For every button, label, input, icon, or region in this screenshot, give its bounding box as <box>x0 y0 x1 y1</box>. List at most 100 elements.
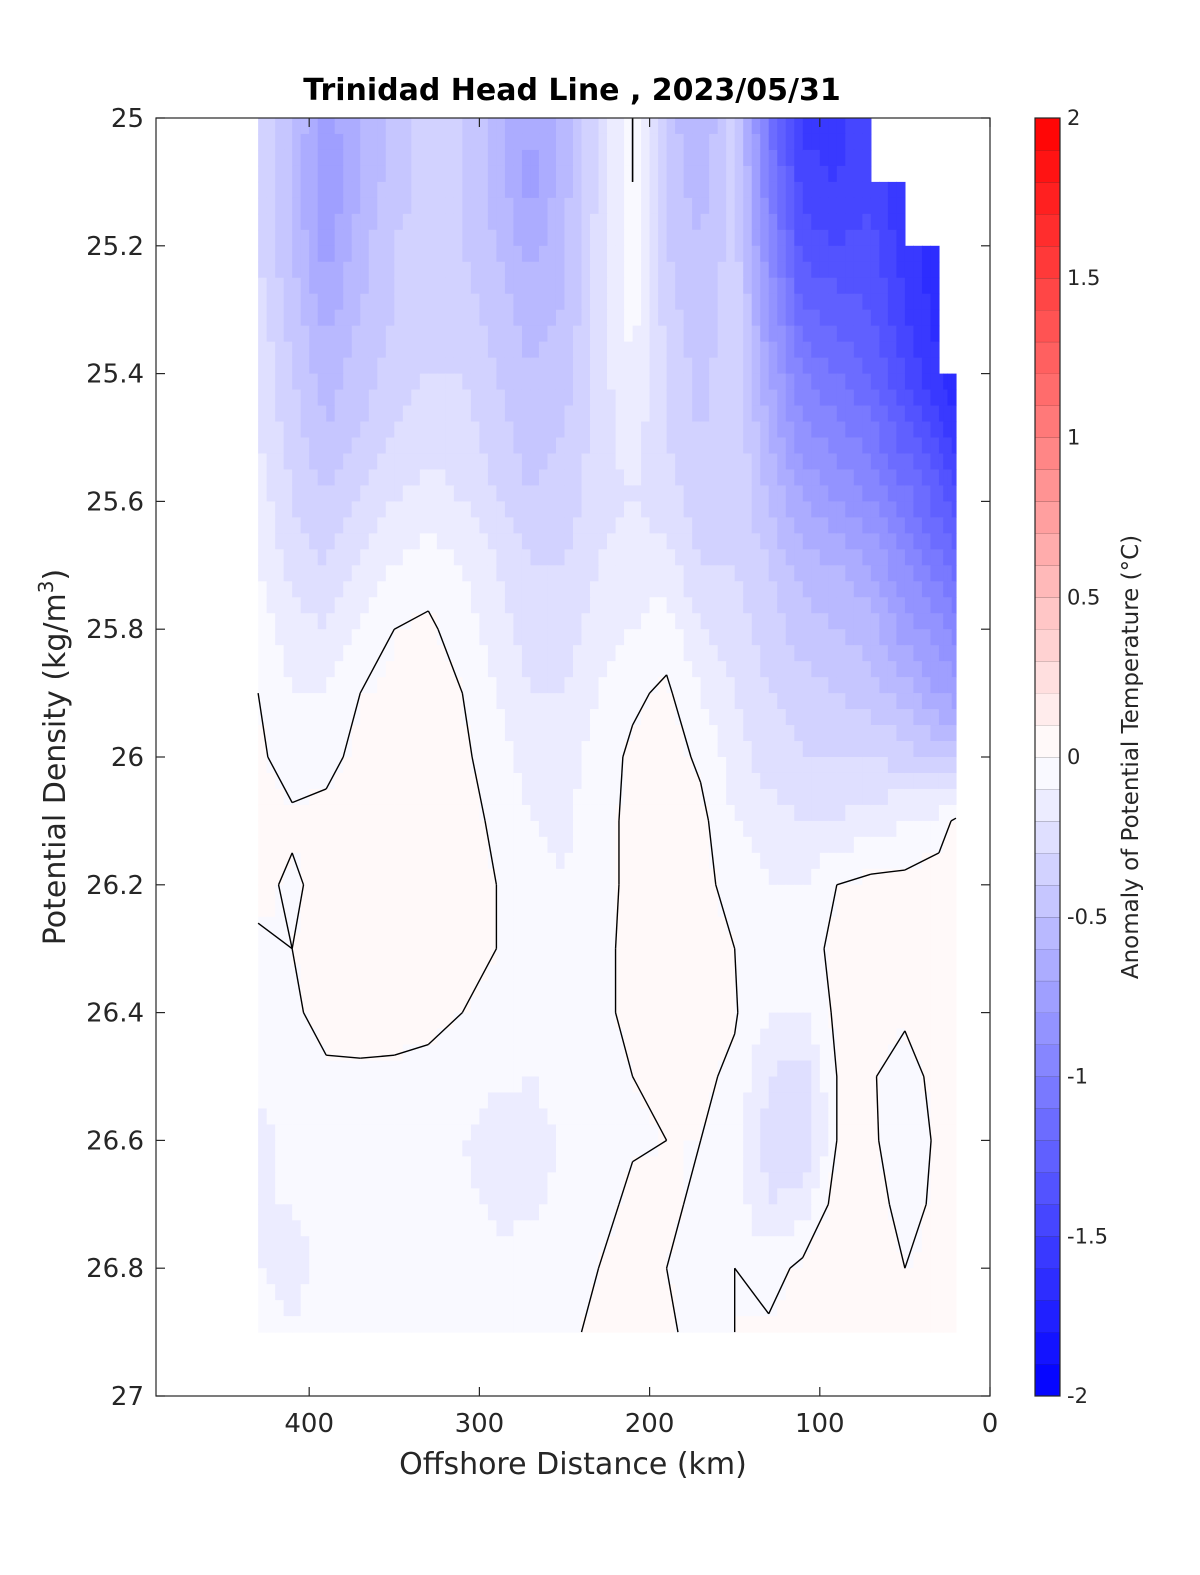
field-cell <box>913 597 923 614</box>
field-cell <box>360 629 370 646</box>
field-cell <box>590 325 600 343</box>
field-cell <box>573 964 583 982</box>
field-cell <box>904 405 915 423</box>
field-cell <box>717 501 727 518</box>
field-cell <box>726 852 736 870</box>
field-cell <box>334 725 344 742</box>
field-cell <box>768 149 778 167</box>
field-cell <box>428 948 438 966</box>
field-cell <box>879 741 889 758</box>
field-cell <box>402 149 412 167</box>
field-cell <box>870 900 880 918</box>
field-cell <box>828 932 838 950</box>
field-cell <box>521 485 532 502</box>
field-cell <box>573 341 583 359</box>
field-cell <box>887 884 897 902</box>
field-cell <box>598 453 608 471</box>
field-cell <box>258 549 268 566</box>
field-cell <box>419 820 429 838</box>
field-cell <box>734 357 744 375</box>
field-cell <box>649 373 659 391</box>
field-cell <box>666 804 676 822</box>
field-cell <box>683 820 693 838</box>
field-cell <box>811 725 821 742</box>
field-cell <box>751 277 761 295</box>
field-cell <box>951 1060 957 1078</box>
field-cell <box>913 1012 923 1030</box>
field-cell <box>470 932 480 950</box>
field-cell <box>777 948 787 966</box>
field-cell <box>385 501 395 518</box>
field-cell <box>675 677 685 694</box>
field-cell <box>700 709 710 726</box>
field-cell <box>951 900 957 918</box>
field-cell <box>334 437 344 455</box>
field-cell <box>734 581 744 598</box>
field-cell <box>581 437 591 455</box>
field-cell <box>794 405 804 423</box>
field-cell <box>811 597 821 614</box>
field-cell <box>921 485 932 502</box>
field-cell <box>258 373 268 391</box>
field-cell <box>943 373 949 391</box>
field-cell <box>530 485 540 502</box>
field-cell <box>292 788 302 806</box>
field-cell <box>394 804 404 822</box>
field-cell <box>275 693 285 710</box>
field-cell <box>453 533 463 550</box>
field-cell <box>547 661 557 678</box>
field-cell <box>334 741 344 758</box>
field-cell <box>266 629 276 646</box>
field-cell <box>734 277 744 295</box>
field-cell <box>300 1076 310 1094</box>
field-cell <box>394 948 404 966</box>
field-cell <box>777 453 787 471</box>
field-cell <box>513 533 523 550</box>
field-cell <box>768 501 778 518</box>
field-cell <box>496 980 506 998</box>
field-cell <box>377 661 387 678</box>
field-cell <box>258 932 268 950</box>
field-cell <box>479 1012 489 1030</box>
field-cell <box>521 597 532 614</box>
field-cell <box>675 485 685 502</box>
field-cell <box>615 1028 625 1046</box>
field-cell <box>581 373 591 391</box>
field-cell <box>496 501 506 518</box>
field-cell <box>351 709 361 726</box>
field-cell <box>555 836 566 854</box>
field-cell <box>692 405 702 423</box>
field-cell <box>828 613 838 630</box>
field-cell <box>836 741 846 758</box>
field-cell <box>479 437 489 455</box>
field-cell <box>470 565 480 582</box>
field-cell <box>734 980 744 998</box>
field-cell <box>530 149 540 167</box>
field-cell <box>607 517 617 534</box>
field-cell <box>607 421 617 439</box>
field-cell <box>666 693 676 710</box>
field-cell <box>913 389 923 407</box>
field-cell <box>377 421 387 439</box>
field-cell <box>751 309 761 327</box>
field-cell <box>768 645 778 662</box>
field-cell <box>624 565 634 582</box>
field-cell <box>802 197 812 215</box>
field-cell <box>692 118 702 135</box>
field-cell <box>573 932 583 950</box>
field-cell <box>709 533 719 550</box>
field-cell <box>777 517 787 534</box>
field-cell <box>411 277 421 295</box>
field-cell <box>470 1060 480 1078</box>
field-cell <box>326 1060 336 1078</box>
field-cell <box>624 1060 634 1078</box>
field-cell <box>785 293 795 311</box>
field-cell <box>700 421 710 439</box>
field-cell <box>309 325 319 343</box>
field-cell <box>785 469 795 487</box>
field-cell <box>768 533 778 550</box>
field-cell <box>615 197 625 215</box>
field-cell <box>283 277 293 295</box>
field-cell <box>683 213 693 231</box>
field-cell <box>453 916 463 934</box>
